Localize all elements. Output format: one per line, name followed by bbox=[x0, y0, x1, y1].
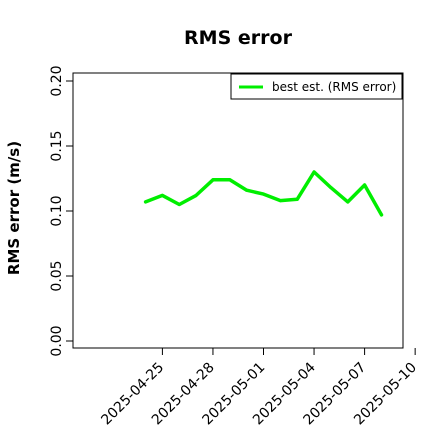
data-point bbox=[363, 183, 367, 187]
data-point bbox=[262, 192, 265, 196]
data-point bbox=[177, 203, 181, 206]
y-tick-label: 0.00 bbox=[49, 325, 65, 356]
data-point bbox=[194, 193, 198, 197]
data-point bbox=[329, 186, 333, 190]
series-layer bbox=[143, 170, 384, 217]
y-tick-label: 0.05 bbox=[49, 260, 65, 291]
y-tick-label: 0.20 bbox=[49, 65, 65, 96]
chart-title: RMS error bbox=[184, 27, 293, 49]
x-axis: 2025-04-252025-04-282025-05-012025-05-04… bbox=[98, 348, 420, 428]
data-point bbox=[379, 213, 383, 217]
y-tick-label: 0.10 bbox=[49, 195, 65, 226]
data-point bbox=[278, 199, 282, 203]
data-point bbox=[211, 178, 215, 182]
data-point bbox=[295, 197, 299, 201]
data-point bbox=[160, 193, 164, 197]
legend: best est. (RMS error) bbox=[230, 73, 403, 100]
data-point bbox=[346, 200, 350, 204]
data-point bbox=[228, 178, 232, 182]
legend-entry-label: best est. (RMS error) bbox=[272, 80, 396, 94]
y-axis-label: RMS error (m/s) bbox=[5, 141, 23, 275]
data-point bbox=[144, 200, 148, 204]
plot-area-frame bbox=[72, 72, 404, 349]
data-point bbox=[245, 188, 249, 192]
data-point bbox=[312, 170, 316, 174]
y-tick-label: 0.15 bbox=[49, 130, 65, 161]
y-axis: 0.00 0.05 0.10 0.15 0.20 bbox=[49, 65, 73, 357]
